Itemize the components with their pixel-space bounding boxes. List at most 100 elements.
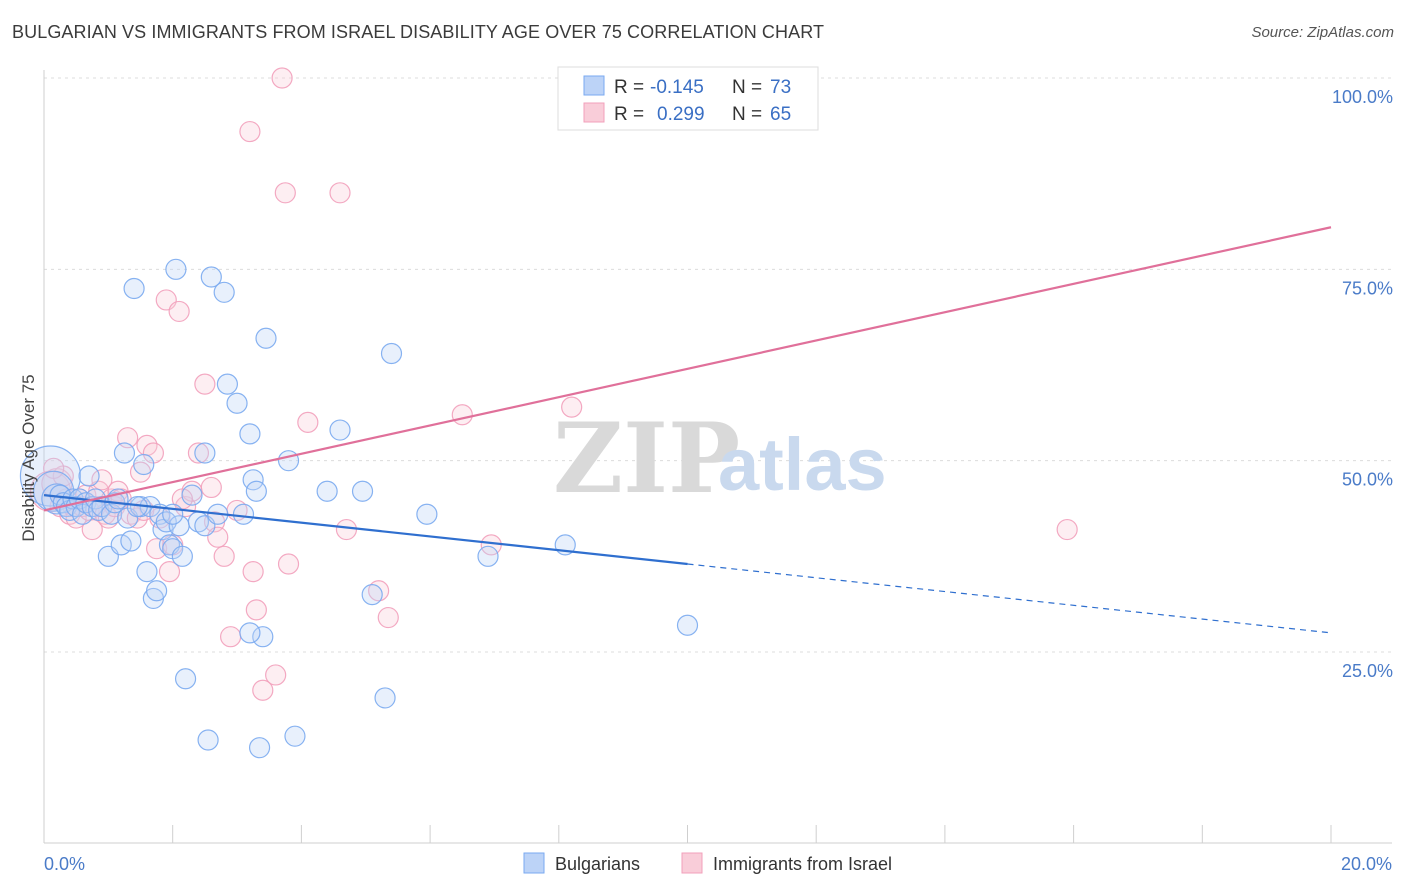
bulgarian-point-57 <box>255 327 277 349</box>
israel-points <box>29 67 1078 701</box>
series-label-bulgarians: Bulgarians <box>555 854 640 874</box>
x-tick-label-min: 0.0% <box>44 854 85 874</box>
israel-point-37 <box>194 373 216 395</box>
bulgarian-point-22 <box>113 442 136 464</box>
legend-r-value-1: -0.145 <box>650 77 704 98</box>
bulgarian-point-25 <box>123 277 145 300</box>
correlation-legend: R = -0.145 N = 73 R = 0.299 N = 65 <box>557 66 819 131</box>
bulgarian-point-62 <box>329 419 351 441</box>
israel-point-45 <box>242 561 264 583</box>
series-label-israel: Immigrants from Israel <box>713 854 892 874</box>
bulgarian-point-49 <box>216 373 238 395</box>
axes <box>43 70 1392 844</box>
x-tick-label-max: 20.0% <box>1341 854 1392 874</box>
bulgarian-point-66 <box>380 342 403 365</box>
israel-point-52 <box>297 411 319 433</box>
israel-point-15 <box>91 469 113 491</box>
israel-point-38 <box>200 476 222 499</box>
bulgarian-point-54 <box>245 480 267 502</box>
israel-point-36 <box>187 442 210 464</box>
source-credit: Source: ZipAtlas.com <box>1251 24 1394 41</box>
bulgarian-point-64 <box>361 583 383 606</box>
bulgarian-point-28 <box>136 561 158 583</box>
y-tick-label-100: 100.0% <box>1332 87 1393 107</box>
israel-point-56 <box>377 606 399 629</box>
series-swatch-bulgarians <box>523 852 545 874</box>
bulgarian-point-56 <box>252 626 274 648</box>
israel-point-55 <box>368 580 390 602</box>
bulgarian-point-40 <box>174 668 197 690</box>
israel-point-44 <box>239 120 261 143</box>
israel-point-42 <box>220 626 242 648</box>
y-tick-label-25: 25.0% <box>1342 661 1393 681</box>
bulgarian-point-37 <box>165 258 187 280</box>
y-tick-label-75: 75.0% <box>1342 278 1393 298</box>
israel-point-61 <box>1056 518 1078 541</box>
israel-point-48 <box>265 664 287 686</box>
bulgarian-point-27 <box>133 453 155 476</box>
legend-r-value-2: 0.299 <box>657 104 705 125</box>
legend-n-label-2: N = <box>732 104 762 125</box>
bulgarian-points <box>19 258 699 759</box>
legend-swatch-israel <box>583 102 605 123</box>
israel-point-53 <box>329 182 351 204</box>
bulgarian-point-58 <box>239 622 261 644</box>
legend-n-label-1: N = <box>732 77 762 98</box>
israel-point-46 <box>245 599 267 621</box>
bulgarian-point-41 <box>181 484 203 506</box>
legend-swatch-bulgarians <box>583 75 605 96</box>
watermark-atlas: atlas <box>718 423 887 506</box>
legend-n-value-1: 73 <box>770 77 791 98</box>
bulgarian-point-70 <box>676 614 699 636</box>
bulgarian-point-52 <box>239 423 261 445</box>
legend-r-label-2: R = <box>614 104 644 125</box>
watermark: ZIP atlas <box>553 402 887 515</box>
watermark-zip: ZIP <box>553 402 740 515</box>
series-swatch-israel <box>681 852 703 874</box>
israel-trend-line <box>43 226 1332 512</box>
israel-point-41 <box>213 545 235 567</box>
bulgarian-point-50 <box>226 392 248 414</box>
israel-point-47 <box>252 679 274 701</box>
bulgarian-point-0 <box>19 445 82 507</box>
bulgarian-point-61 <box>316 480 338 502</box>
bulgarian-point-59 <box>277 450 300 472</box>
bulgarian-point-24 <box>120 530 142 552</box>
israel-point-59 <box>561 396 583 418</box>
israel-point-51 <box>277 553 300 575</box>
bulgarian-point-39 <box>171 545 193 567</box>
bulgarian-trend-extension <box>687 563 1332 634</box>
bulgarian-point-65 <box>374 687 396 709</box>
bulgarian-point-63 <box>351 480 374 502</box>
israel-point-57 <box>451 404 473 426</box>
bulgarian-point-68 <box>477 545 499 567</box>
bulgarian-point-46 <box>200 266 222 288</box>
israel-point-49 <box>271 67 293 89</box>
israel-point-63 <box>43 457 65 479</box>
israel-point-31 <box>158 561 181 583</box>
israel-point-28 <box>146 538 168 560</box>
bulgarian-point-12 <box>78 465 100 487</box>
israel-point-50 <box>274 182 296 204</box>
bulgarian-trend-line <box>43 494 688 566</box>
bulgarian-point-48 <box>213 281 235 303</box>
bulgarian-point-60 <box>284 725 306 747</box>
bulgarian-point-51 <box>232 503 255 525</box>
y-tick-labels: 25.0% 50.0% 75.0% 100.0% <box>1332 87 1393 681</box>
israel-point-54 <box>335 518 358 541</box>
bulgarian-point-55 <box>248 737 271 759</box>
legend-n-value-2: 65 <box>770 104 791 125</box>
israel-point-33 <box>168 300 190 323</box>
y-tick-label-50: 50.0% <box>1342 470 1393 490</box>
israel-point-12 <box>81 518 103 541</box>
y-axis-title: Disability Age Over 75 <box>19 374 38 541</box>
bulgarian-point-45 <box>197 729 219 751</box>
bulgarian-point-67 <box>416 503 438 525</box>
series-legend: Bulgarians Immigrants from Israel <box>523 852 892 874</box>
bulgarian-point-44 <box>194 442 216 464</box>
trend-lines <box>43 226 1332 634</box>
legend-r-label-1: R = <box>614 77 644 98</box>
chart-title: BULGARIAN VS IMMIGRANTS FROM ISRAEL DISA… <box>12 22 825 42</box>
bulgarian-point-31 <box>146 580 168 602</box>
